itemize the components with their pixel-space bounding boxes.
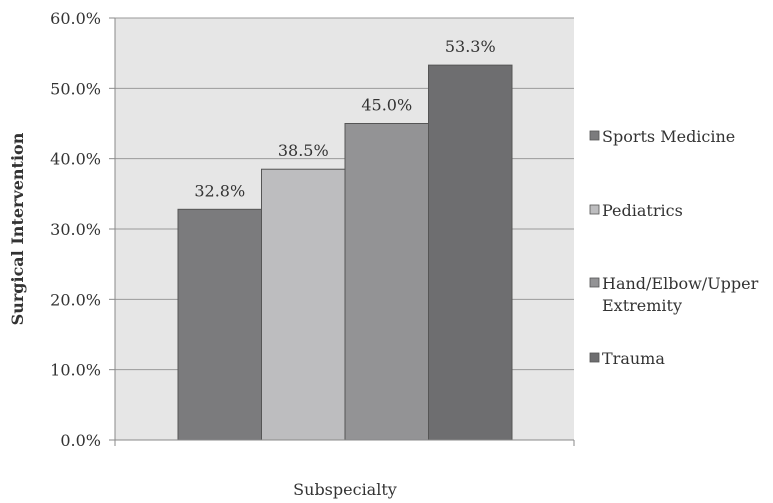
legend-label: Extremity [602, 296, 682, 315]
legend-swatch [589, 277, 600, 288]
legend-label: Trauma [602, 349, 665, 368]
legend-item-hand-elbow-upper-extremity: Hand/Elbow/Upper Extremity [589, 274, 759, 315]
data-label: 32.8% [194, 181, 245, 200]
y-tick-label: 60.0% [50, 9, 101, 28]
legend-label: Hand/Elbow/Upper [602, 274, 759, 293]
axes: 0.0% 10.0% 20.0% 30.0% 40.0% 50.0% 60.0% [50, 9, 575, 450]
legend-item-pediatrics: Pediatrics [589, 201, 683, 220]
legend-item-sports-medicine: Sports Medicine [589, 127, 735, 146]
legend-label: Sports Medicine [602, 127, 735, 146]
bar-sports-medicine [177, 208, 262, 441]
bars [177, 64, 513, 441]
y-tick-label: 0.0% [60, 431, 101, 450]
y-tick-label: 50.0% [50, 79, 101, 98]
data-label: 45.0% [361, 96, 412, 115]
y-axis-title: Surgical Intervention [8, 132, 27, 325]
y-tick-label: 10.0% [50, 361, 101, 380]
legend: Sports Medicine Pediatrics Hand/Elbow/Uppe… [589, 127, 759, 368]
data-label: 53.3% [445, 37, 496, 56]
legend-label: Pediatrics [602, 201, 683, 220]
data-labels: 32.8% 38.5% 45.0% 53.3% [194, 37, 495, 200]
legend-item-trauma: Trauma [589, 349, 665, 368]
legend-swatch [589, 352, 600, 363]
y-tick-label: 30.0% [50, 220, 101, 239]
data-label: 38.5% [278, 141, 329, 160]
legend-swatch [589, 130, 600, 141]
bar-trauma [428, 64, 513, 441]
legend-swatch [589, 204, 600, 215]
x-axis-title: Subspecialty [293, 480, 397, 499]
bar-hand-elbow-upper-extremity [344, 123, 429, 441]
bar-pediatrics [261, 168, 346, 441]
y-tick-label: 40.0% [50, 150, 101, 169]
y-tick-label: 20.0% [50, 290, 101, 309]
